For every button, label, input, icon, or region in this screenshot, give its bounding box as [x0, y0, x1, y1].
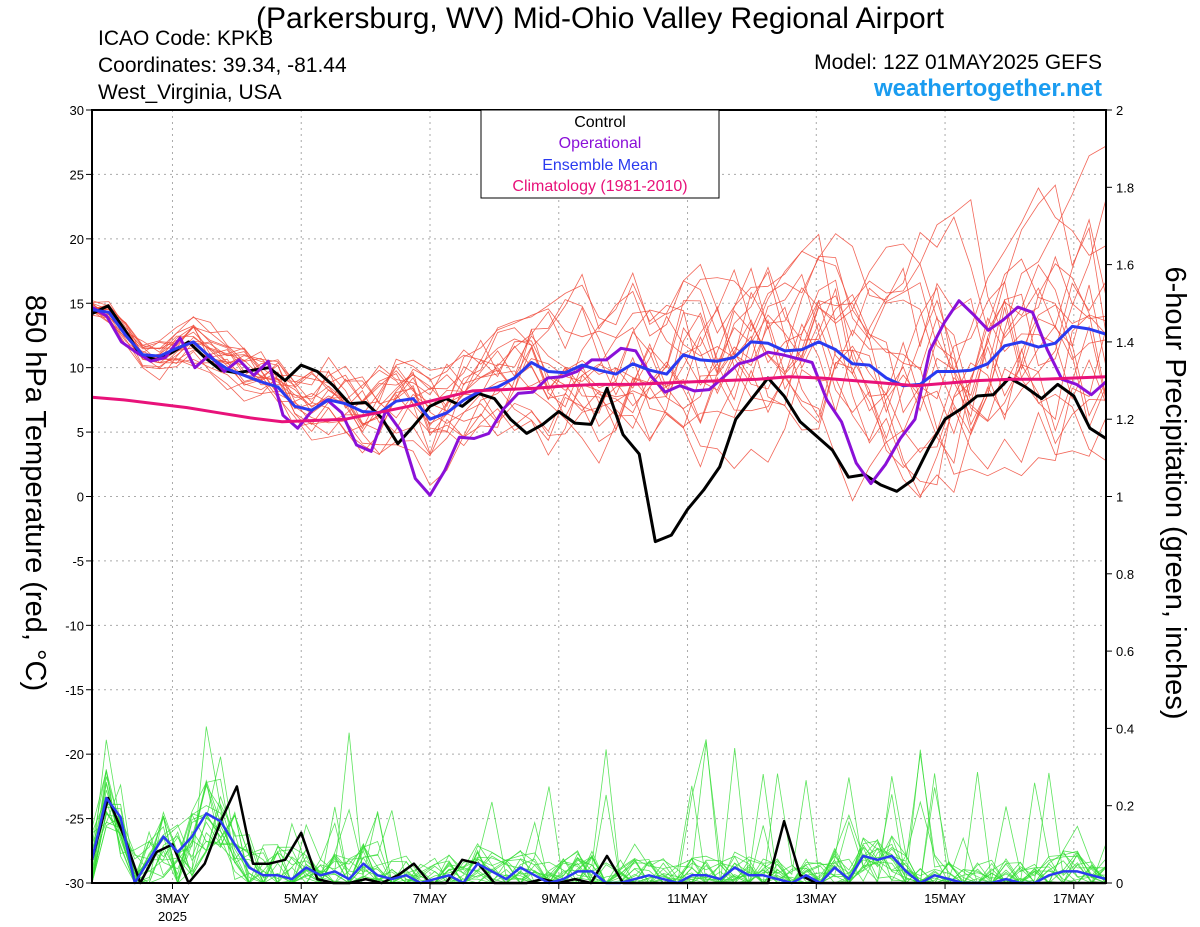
ensemble-member-temperature — [91, 258, 1107, 465]
right-tick-label: 0.6 — [1116, 644, 1134, 659]
ensemble-member-temperature — [91, 198, 1107, 464]
ensemble-member-temperature — [91, 233, 1107, 486]
location: West_Virginia, USA — [98, 81, 282, 104]
legend-control: Control — [574, 114, 626, 131]
model-run: Model: 12Z 01MAY2025 GEFS — [814, 51, 1102, 74]
right-tick-label: 1.8 — [1116, 180, 1134, 195]
left-axis-ticks: 30 25 20 15 10 5 0 -5 -10 -15 -20 -25 -30 — [65, 103, 92, 891]
right-tick-label: 1.6 — [1116, 258, 1134, 273]
x-tick-label: 9MAY — [542, 891, 577, 906]
ensemble-member-precipitation — [91, 742, 1107, 884]
x-tick-label: 11MAY — [667, 891, 708, 906]
left-tick-label: 25 — [70, 167, 84, 182]
site-link[interactable]: weathertogether.net — [873, 75, 1102, 102]
ensemble-member-temperature — [91, 255, 1107, 497]
x-tick-label: 15MAY — [924, 891, 966, 906]
grid-lines — [92, 110, 1106, 883]
ensemble-member-temperature — [91, 279, 1107, 469]
ensemble-member-temperature — [91, 264, 1107, 433]
legend-ensemble-mean: Ensemble Mean — [542, 157, 658, 174]
ensemble-member-precipitation — [91, 780, 1107, 885]
x-tick-label: 13MAY — [795, 891, 837, 906]
left-tick-label: 10 — [70, 361, 84, 376]
left-tick-label: -30 — [65, 876, 84, 891]
series-operational — [91, 299, 1107, 497]
plot-frame — [91, 109, 1107, 884]
ensemble-member-temperature — [91, 299, 1107, 502]
left-tick-label: -5 — [72, 554, 84, 569]
left-tick-label: 30 — [70, 103, 84, 118]
ensemble-member-temperature — [91, 218, 1107, 436]
x-tick-label: 7MAY — [413, 891, 448, 906]
right-tick-label: 0.8 — [1116, 567, 1134, 582]
left-tick-label: 5 — [77, 425, 84, 440]
left-tick-label: 0 — [77, 490, 84, 505]
left-tick-label: 15 — [70, 296, 84, 311]
data-series — [90, 299, 1107, 885]
legend-operational: Operational — [559, 135, 642, 152]
chart-title: (Parkersburg, WV) Mid-Ohio Valley Region… — [255, 2, 945, 35]
left-tick-label: -15 — [65, 683, 84, 698]
x-tick-label: 3MAY — [155, 891, 190, 906]
ensemble-member-temperature — [91, 243, 1107, 486]
series-climatology — [91, 375, 1107, 424]
left-tick-label: -10 — [65, 618, 84, 633]
right-tick-label: 0 — [1116, 876, 1123, 891]
coordinates: Coordinates: 39.34, -81.44 — [98, 54, 347, 77]
right-tick-label: 1.2 — [1116, 412, 1134, 427]
right-axis-label: 6-hour Precipitation (green, inches) — [1159, 266, 1191, 720]
series-ensemble-mean-precipitation — [90, 796, 1107, 885]
series-ensemble-mean — [91, 308, 1107, 421]
series-control — [91, 304, 1107, 544]
x-tick-label: 17MAY — [1053, 891, 1095, 906]
left-axis-label: 850 hPa Temperature (red, °C) — [19, 294, 51, 692]
ensemble-member-temperature — [91, 311, 1107, 442]
legend-box — [480, 109, 720, 199]
ensemble-member-temperature — [92, 145, 1107, 436]
left-tick-label: -20 — [65, 747, 84, 762]
icao-code: ICAO Code: KPKB — [98, 27, 274, 50]
x-tick-label: 5MAY — [284, 891, 319, 906]
ensemble-member-temperature — [91, 282, 1107, 456]
right-tick-label: 0.2 — [1116, 799, 1134, 814]
legend-climatology: Climatology (1981-2010) — [512, 178, 687, 195]
x-tick-sublabel: 2025 — [158, 909, 187, 924]
right-tick-label: 1 — [1116, 490, 1123, 505]
right-tick-label: 0.4 — [1116, 721, 1134, 736]
right-tick-label: 2 — [1116, 103, 1123, 118]
ensemble-members — [91, 145, 1107, 885]
left-tick-label: 20 — [70, 232, 84, 247]
x-axis-ticks: 3MAY 2025 5MAY 7MAY 9MAY 11MAY 13MAY 15MAY 17MAY — [155, 883, 1095, 924]
left-tick-label: -25 — [65, 812, 84, 827]
right-tick-label: 1.4 — [1116, 335, 1134, 350]
ensemble-member-precipitation — [91, 732, 1107, 885]
right-axis-ticks: 2 1.8 1.6 1.4 1.2 1 0.8 0.6 0.4 0.2 0 — [1106, 103, 1134, 891]
legend: Control Operational Ensemble Mean Climat… — [480, 109, 720, 199]
